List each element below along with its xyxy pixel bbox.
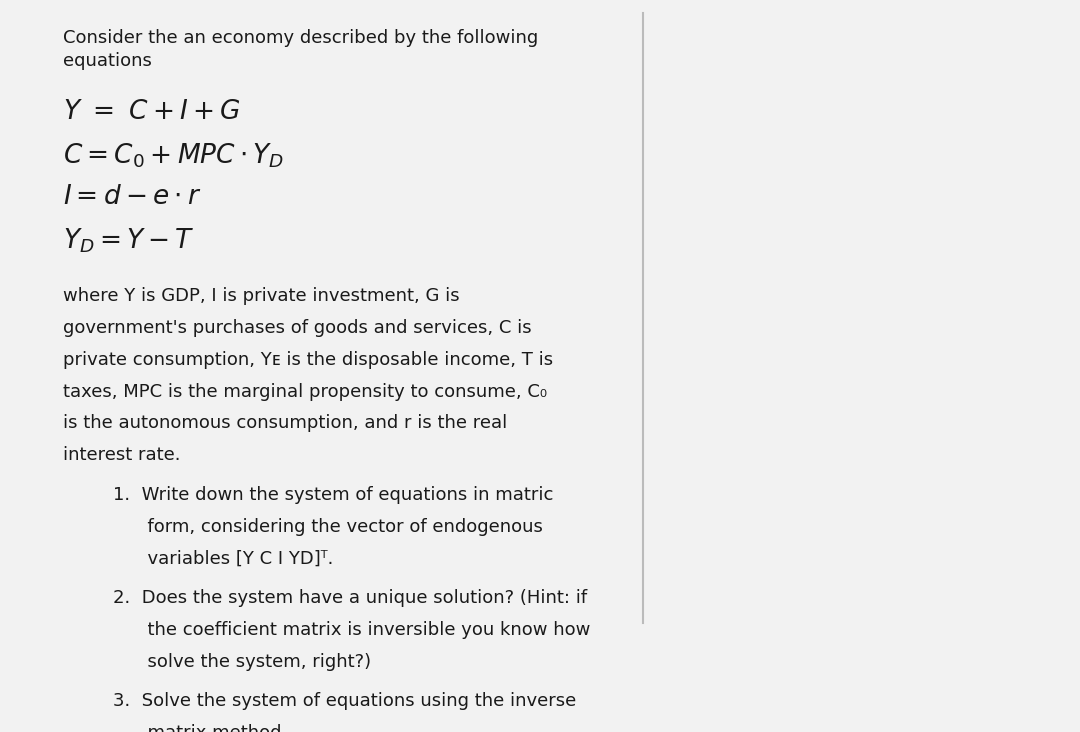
Text: $C = C_0 + MPC \cdot Y_D$: $C = C_0 + MPC \cdot Y_D$ [63, 141, 284, 170]
Text: government's purchases of goods and services, C is: government's purchases of goods and serv… [63, 319, 531, 337]
Text: where Y is GDP, I is private investment, G is: where Y is GDP, I is private investment,… [63, 288, 459, 305]
Text: 1.  Write down the system of equations in matric: 1. Write down the system of equations in… [113, 486, 554, 504]
Text: private consumption, Yᴇ is the disposable income, T is: private consumption, Yᴇ is the disposabl… [63, 351, 553, 369]
Text: equations: equations [63, 52, 151, 70]
Text: $I = d - e \cdot r$: $I = d - e \cdot r$ [63, 184, 201, 209]
Text: interest rate.: interest rate. [63, 447, 180, 464]
Text: is the autonomous consumption, and r is the real: is the autonomous consumption, and r is … [63, 414, 507, 433]
Text: 2.  Does the system have a unique solution? (Hint: if: 2. Does the system have a unique solutio… [113, 589, 588, 608]
Text: the coefficient matrix is inversible you know how: the coefficient matrix is inversible you… [113, 621, 591, 639]
Text: Consider the an economy described by the following: Consider the an economy described by the… [63, 29, 538, 47]
Text: solve the system, right?): solve the system, right?) [113, 653, 372, 671]
Text: 3.  Solve the system of equations using the inverse: 3. Solve the system of equations using t… [113, 692, 577, 710]
Text: variables [Y C I YD]ᵀ.: variables [Y C I YD]ᵀ. [113, 550, 334, 568]
Text: form, considering the vector of endogenous: form, considering the vector of endogeno… [113, 518, 543, 536]
Text: matrix method.: matrix method. [113, 724, 287, 732]
Text: $Y_D = Y - T$: $Y_D = Y - T$ [63, 226, 194, 255]
Text: taxes, MPC is the marginal propensity to consume, C₀: taxes, MPC is the marginal propensity to… [63, 383, 546, 400]
Text: $Y \ = \ C + I + G$: $Y \ = \ C + I + G$ [63, 99, 241, 124]
